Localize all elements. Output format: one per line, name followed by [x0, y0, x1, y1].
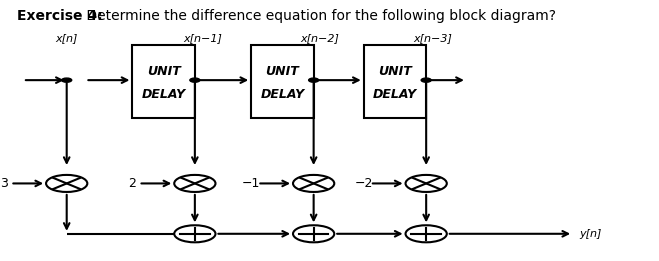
Text: x[n−1]: x[n−1] — [184, 33, 223, 43]
Bar — [132, 45, 195, 118]
Text: 3: 3 — [0, 177, 8, 190]
Text: Determine the difference equation for the following block diagram?: Determine the difference equation for th… — [82, 9, 556, 23]
Text: DELAY: DELAY — [260, 88, 304, 101]
Circle shape — [62, 78, 72, 82]
Text: DELAY: DELAY — [373, 88, 417, 101]
Text: x[n−3]: x[n−3] — [413, 33, 452, 43]
Text: UNIT: UNIT — [147, 65, 181, 78]
Text: UNIT: UNIT — [378, 65, 412, 78]
Text: −2: −2 — [355, 177, 373, 190]
Text: y[n]: y[n] — [579, 229, 602, 239]
Text: −1: −1 — [242, 177, 260, 190]
Text: x[n]: x[n] — [55, 33, 78, 43]
Circle shape — [421, 78, 431, 82]
Bar — [364, 45, 426, 118]
Text: Exercise 4:: Exercise 4: — [16, 9, 102, 23]
Bar — [251, 45, 314, 118]
Text: 2: 2 — [129, 177, 136, 190]
Text: UNIT: UNIT — [266, 65, 299, 78]
Text: x[n−2]: x[n−2] — [301, 33, 339, 43]
Circle shape — [190, 78, 200, 82]
Text: DELAY: DELAY — [142, 88, 186, 101]
Circle shape — [308, 78, 319, 82]
